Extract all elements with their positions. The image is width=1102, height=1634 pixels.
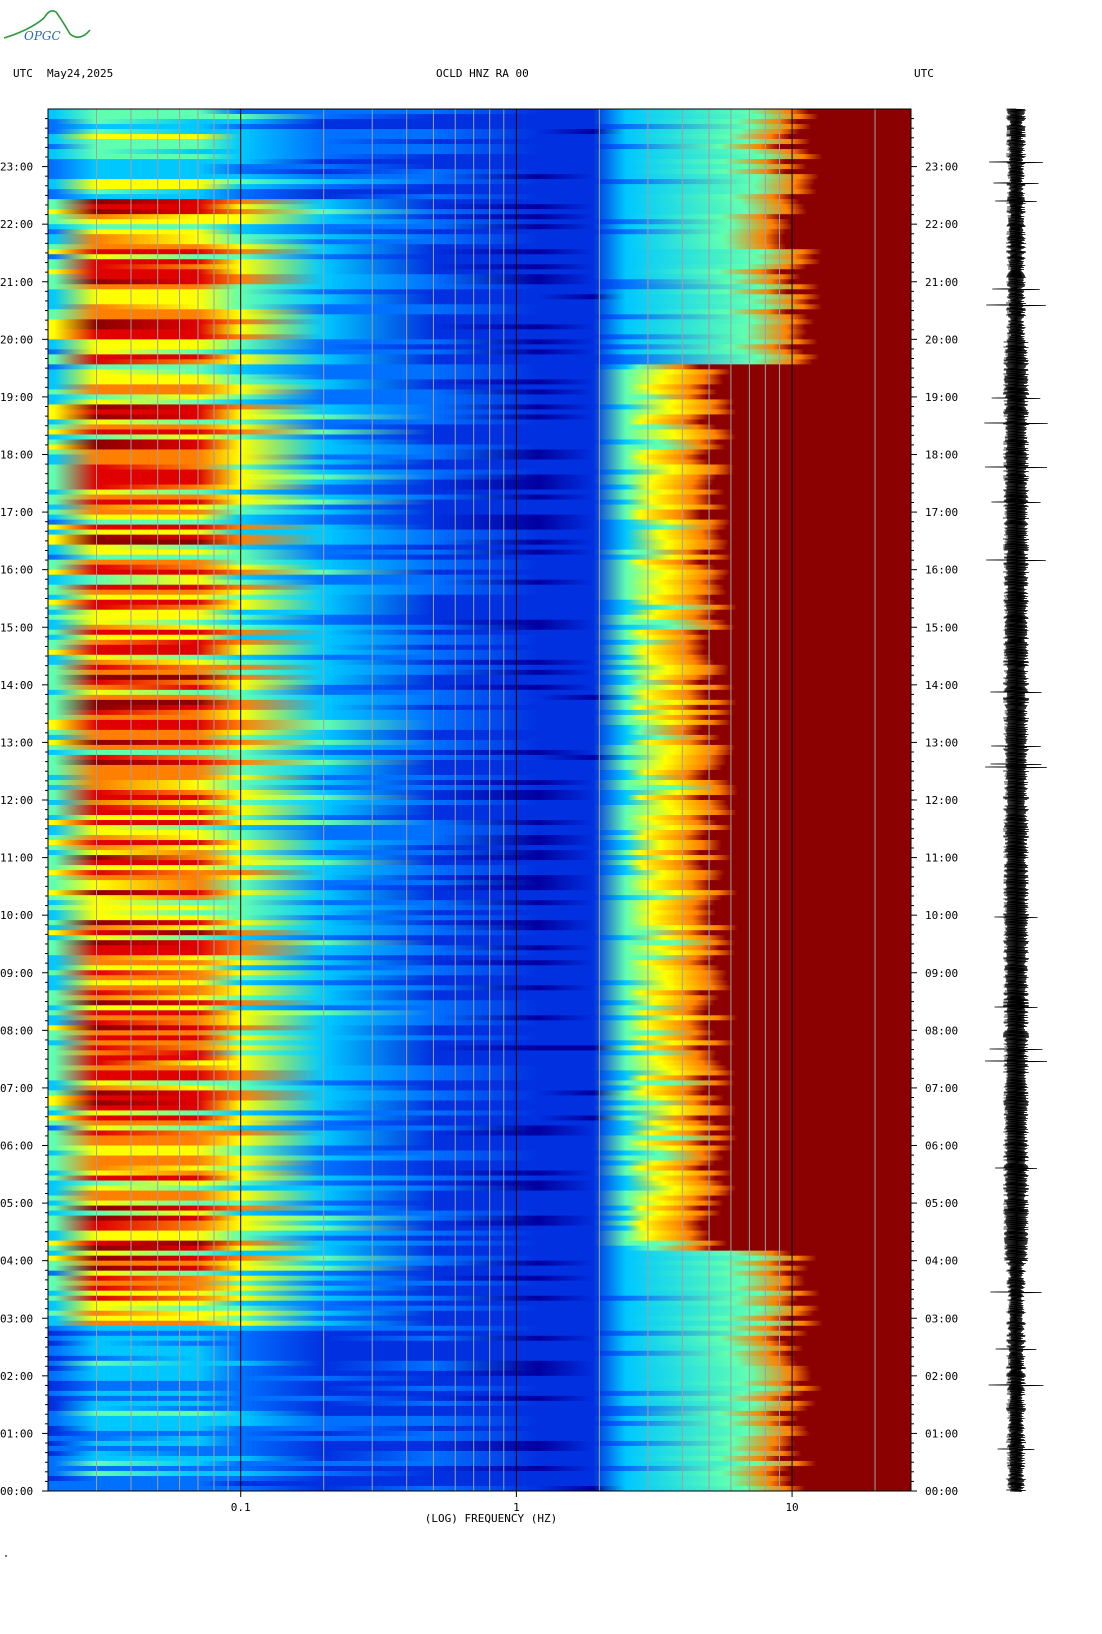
right-timezone-label: UTC bbox=[914, 67, 934, 80]
y-tick-label-left: 10:00 bbox=[0, 909, 33, 922]
x-tick-label: 0.1 bbox=[231, 1501, 251, 1514]
y-tick-label-left: 11:00 bbox=[0, 852, 33, 865]
y-tick-label-right: 02:00 bbox=[925, 1370, 958, 1383]
y-tick-label-left: 12:00 bbox=[0, 794, 33, 807]
y-tick-label-left: 07:00 bbox=[0, 1082, 33, 1095]
y-tick-label-left: 14:00 bbox=[0, 679, 33, 692]
y-tick-label-left: 16:00 bbox=[0, 564, 33, 577]
y-tick-label-right: 10:00 bbox=[925, 909, 958, 922]
y-tick-label-left: 01:00 bbox=[0, 1427, 33, 1440]
y-tick-label-right: 14:00 bbox=[925, 679, 958, 692]
x-tick-label: 1 bbox=[513, 1501, 520, 1514]
y-tick-label-left: 20:00 bbox=[0, 333, 33, 346]
y-tick-label-right: 01:00 bbox=[925, 1427, 958, 1440]
date-label: May24,2025 bbox=[47, 67, 114, 80]
y-tick-label-right: 17:00 bbox=[925, 506, 958, 519]
y-tick-label-left: 23:00 bbox=[0, 161, 33, 174]
y-tick-label-right: 08:00 bbox=[925, 1024, 958, 1037]
y-tick-label-left: 04:00 bbox=[0, 1255, 33, 1268]
y-tick-label-left: 13:00 bbox=[0, 736, 33, 749]
y-tick-label-right: 03:00 bbox=[925, 1312, 958, 1325]
y-tick-label-left: 19:00 bbox=[0, 391, 33, 404]
y-tick-label-left: 00:00 bbox=[0, 1485, 33, 1498]
y-tick-label-right: 22:00 bbox=[925, 218, 958, 231]
y-tick-label-right: 11:00 bbox=[925, 852, 958, 865]
y-tick-label-right: 18:00 bbox=[925, 449, 958, 462]
footer-mark: " bbox=[4, 1554, 8, 1562]
y-tick-label-right: 21:00 bbox=[925, 276, 958, 289]
spectrogram-image bbox=[48, 109, 911, 1491]
y-tick-label-right: 09:00 bbox=[925, 967, 958, 980]
y-tick-label-right: 19:00 bbox=[925, 391, 958, 404]
frequency-gridlines bbox=[47, 109, 876, 1491]
y-tick-label-right: 23:00 bbox=[925, 161, 958, 174]
y-tick-label-left: 15:00 bbox=[0, 621, 33, 634]
y-tick-label-right: 15:00 bbox=[925, 621, 958, 634]
y-tick-label-right: 05:00 bbox=[925, 1197, 958, 1210]
x-tick-label: 10 bbox=[785, 1501, 798, 1514]
y-tick-label-right: 07:00 bbox=[925, 1082, 958, 1095]
time-axis: 00:00 00:00 01:00 01:00 02:00 02:00 03:00 03:00… bbox=[0, 118, 958, 1498]
y-tick-label-left: 02:00 bbox=[0, 1370, 33, 1383]
y-tick-label-right: 06:00 bbox=[925, 1140, 958, 1153]
y-tick-label-left: 21:00 bbox=[0, 276, 33, 289]
y-tick-label-left: 17:00 bbox=[0, 506, 33, 519]
y-tick-label-left: 05:00 bbox=[0, 1197, 33, 1210]
y-tick-label-left: 03:00 bbox=[0, 1312, 33, 1325]
frequency-axis: 0.1 1 10 bbox=[231, 1491, 799, 1514]
opgc-logo: OPGC bbox=[3, 10, 91, 43]
y-tick-label-left: 18:00 bbox=[0, 449, 33, 462]
y-tick-label-left: 08:00 bbox=[0, 1024, 33, 1037]
y-tick-label-right: 20:00 bbox=[925, 333, 958, 346]
x-axis-label: (LOG) FREQUENCY (HZ) bbox=[425, 1512, 557, 1525]
y-tick-label-left: 06:00 bbox=[0, 1140, 33, 1153]
station-title: OCLD HNZ RA 00 bbox=[436, 67, 529, 80]
y-tick-label-right: 00:00 bbox=[925, 1485, 958, 1498]
y-tick-label-right: 04:00 bbox=[925, 1255, 958, 1268]
y-tick-label-left: 09:00 bbox=[0, 967, 33, 980]
left-timezone-label: UTC bbox=[13, 67, 33, 80]
y-tick-label-right: 13:00 bbox=[925, 736, 958, 749]
y-tick-label-right: 12:00 bbox=[925, 794, 958, 807]
y-tick-label-right: 16:00 bbox=[925, 564, 958, 577]
y-tick-label-left: 22:00 bbox=[0, 218, 33, 231]
logo-text: OPGC bbox=[24, 29, 61, 43]
